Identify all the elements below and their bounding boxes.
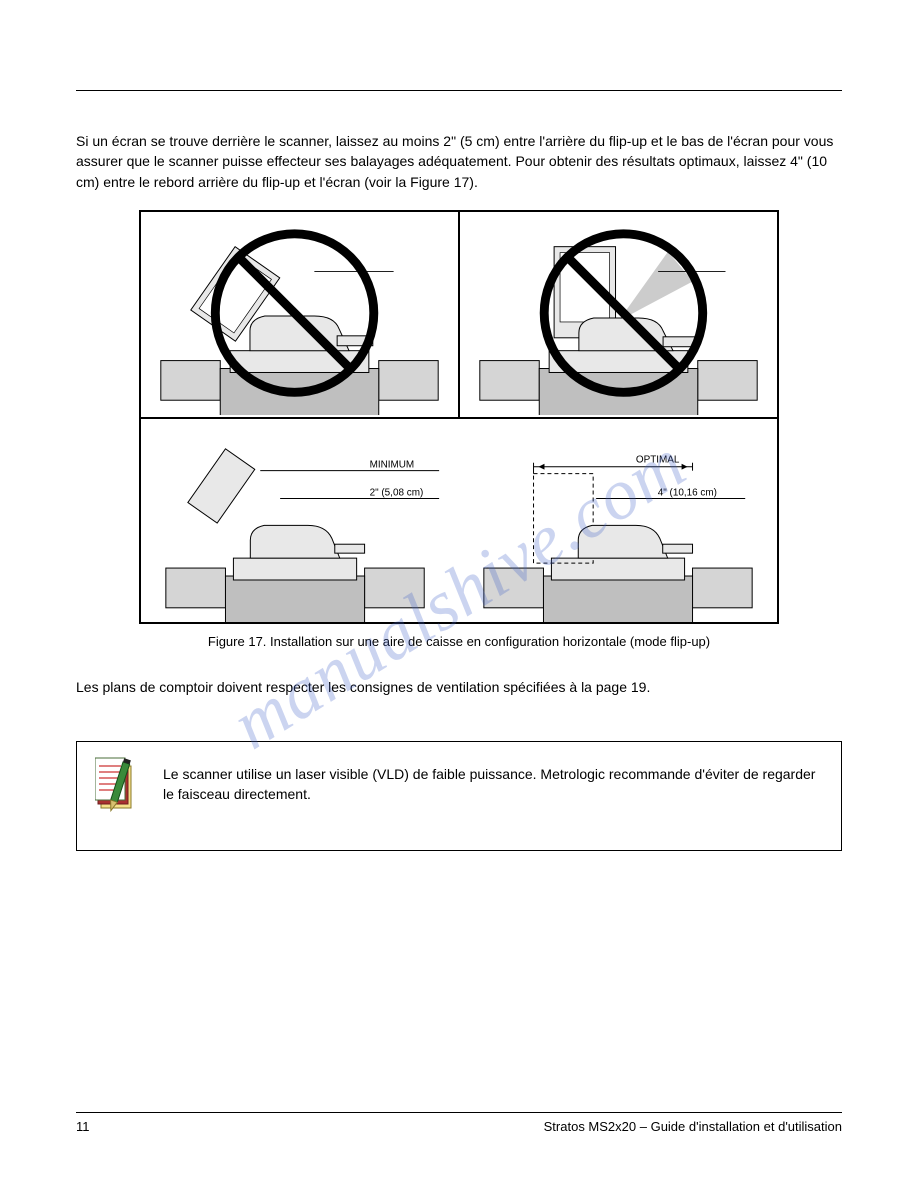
footer-rule	[76, 1112, 842, 1113]
min-label-top: MINIMUM	[370, 460, 415, 471]
figure-row-top	[141, 212, 777, 417]
paragraph-2: Les plans de comptoir doivent respecter …	[76, 677, 842, 697]
figure-grid: MINIMUM 2" (5,08 cm)	[139, 210, 779, 624]
figure-caption: Figure 17. Installation sur une aire de …	[76, 634, 842, 649]
notepad-pen-icon	[95, 756, 145, 818]
scene-bottom: MINIMUM 2" (5,08 cm)	[141, 419, 777, 622]
note-text: Le scanner utilise un laser visible (VLD…	[163, 756, 823, 805]
header-rule	[76, 90, 842, 91]
page-footer: 11 Stratos MS2x20 – Guide d'installation…	[76, 1112, 842, 1134]
paragraph-1: Si un écran se trouve derrière le scanne…	[76, 131, 842, 192]
figure-row-bottom: MINIMUM 2" (5,08 cm)	[141, 417, 777, 622]
figure-cell-top-left	[141, 212, 460, 417]
footer-doc-title: Stratos MS2x20 – Guide d'installation et…	[544, 1119, 842, 1134]
scene-top-left	[141, 212, 458, 415]
footer-page-number: 11	[76, 1119, 90, 1134]
opt-label-val: 4" (10,16 cm)	[658, 487, 717, 498]
scene-top-right	[460, 212, 777, 415]
figure-cell-top-right	[460, 212, 777, 417]
note-box: Le scanner utilise un laser visible (VLD…	[76, 741, 842, 851]
page-container: Si un écran se trouve derrière le scanne…	[0, 0, 918, 1188]
min-label-val: 2" (5,08 cm)	[370, 487, 424, 498]
opt-label-top: OPTIMAL	[636, 455, 680, 466]
